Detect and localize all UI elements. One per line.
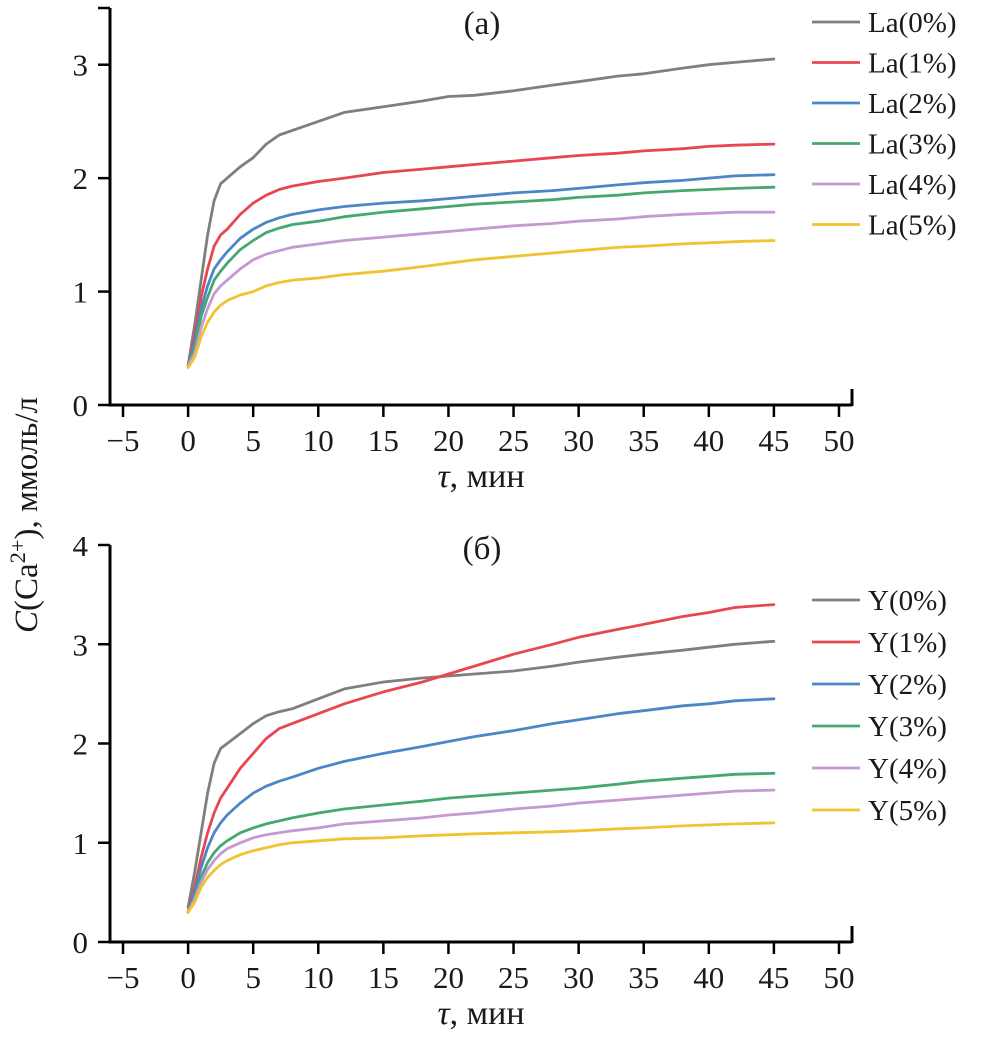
series-line-Y(5%) bbox=[186, 821, 776, 914]
x-tick-label: 10 bbox=[303, 423, 334, 458]
x-tick-label: 10 bbox=[303, 960, 334, 995]
legend-label-La(1%): La(1%) bbox=[868, 48, 957, 80]
y-tick-label: 2 bbox=[73, 727, 89, 762]
y-tick-label: 1 bbox=[73, 275, 89, 310]
panel-b-chart: −5 0 5 10 15 20 25 30 35 40 45 50 0 1 2 3 4 Y(0%) Y(1%) Y(2… bbox=[73, 537, 947, 1032]
x-tick-label: 15 bbox=[368, 960, 399, 995]
x-tick-label: 35 bbox=[628, 423, 659, 458]
x-tick-label: 20 bbox=[433, 960, 464, 995]
x-tick-label: −5 bbox=[107, 423, 140, 458]
series-line-Y(1%) bbox=[186, 603, 776, 914]
series-line-La(0%) bbox=[186, 57, 776, 367]
legend-label-Y(0%): Y(0%) bbox=[868, 585, 947, 617]
x-tick-label: 25 bbox=[498, 423, 529, 458]
legend-label-Y(1%): Y(1%) bbox=[868, 627, 947, 659]
x-tick-label: 25 bbox=[498, 960, 529, 995]
y-tick-label: 4 bbox=[73, 537, 89, 563]
series-line-La(4%) bbox=[186, 210, 776, 367]
series-line-Y(0%) bbox=[186, 639, 776, 909]
legend-label-La(3%): La(3%) bbox=[868, 129, 957, 161]
x-tick-label: 40 bbox=[693, 423, 724, 458]
x-tick-label: 5 bbox=[245, 423, 261, 458]
legend-label-La(4%): La(4%) bbox=[868, 169, 957, 201]
x-tick-label: 35 bbox=[628, 960, 659, 995]
x-axis-label: τ, мин bbox=[437, 458, 524, 495]
series-line-La(3%) bbox=[186, 185, 776, 367]
series-line-La(5%) bbox=[186, 239, 776, 370]
x-tick-label: 0 bbox=[180, 960, 196, 995]
x-axis-label: τ, мин bbox=[437, 995, 524, 1032]
x-tick-label: 40 bbox=[693, 960, 724, 995]
series-line-Y(2%) bbox=[186, 697, 776, 914]
series-line-La(1%) bbox=[186, 142, 776, 367]
x-tick-label: 5 bbox=[245, 960, 261, 995]
x-tick-label: 15 bbox=[368, 423, 399, 458]
x-tick-label: 50 bbox=[823, 423, 854, 458]
x-tick-label: 20 bbox=[433, 423, 464, 458]
legend-label-Y(4%): Y(4%) bbox=[868, 753, 947, 785]
legend-label-Y(5%): Y(5%) bbox=[868, 795, 947, 827]
series-line-Y(4%) bbox=[186, 788, 776, 914]
legend-label-La(5%): La(5%) bbox=[868, 210, 957, 242]
panel-a-title: (а) bbox=[463, 6, 501, 42]
legend-label-La(2%): La(2%) bbox=[868, 88, 957, 120]
y-tick-label: 2 bbox=[73, 161, 89, 196]
legend-label-La(0%): La(0%) bbox=[868, 7, 957, 39]
series-line-Y(3%) bbox=[186, 771, 776, 914]
legend-label-Y(3%): Y(3%) bbox=[868, 711, 947, 743]
x-tick-label: 30 bbox=[563, 960, 594, 995]
x-tick-label: 45 bbox=[758, 423, 789, 458]
x-tick-label: 0 bbox=[180, 423, 196, 458]
x-tick-label: 30 bbox=[563, 423, 594, 458]
panel-a-chart: −5 0 5 10 15 20 25 30 35 40 45 50 0 1 2 3 La(0%) La(1%) La… bbox=[73, 6, 957, 495]
x-tick-label: 45 bbox=[758, 960, 789, 995]
x-tick-label: −5 bbox=[107, 960, 140, 995]
y-tick-label: 3 bbox=[73, 48, 89, 83]
legend-label-Y(2%): Y(2%) bbox=[868, 669, 947, 701]
y-tick-label: 0 bbox=[73, 925, 89, 960]
series-line-La(2%) bbox=[186, 173, 776, 367]
y-tick-label: 3 bbox=[73, 627, 89, 662]
y-tick-label: 1 bbox=[73, 826, 89, 861]
y-tick-label: 0 bbox=[73, 388, 89, 423]
panel-b-title: (б) bbox=[462, 531, 502, 567]
x-tick-label: 50 bbox=[823, 960, 854, 995]
